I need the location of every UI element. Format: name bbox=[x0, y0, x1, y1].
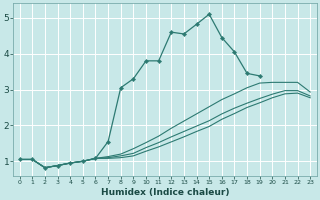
X-axis label: Humidex (Indice chaleur): Humidex (Indice chaleur) bbox=[101, 188, 229, 197]
